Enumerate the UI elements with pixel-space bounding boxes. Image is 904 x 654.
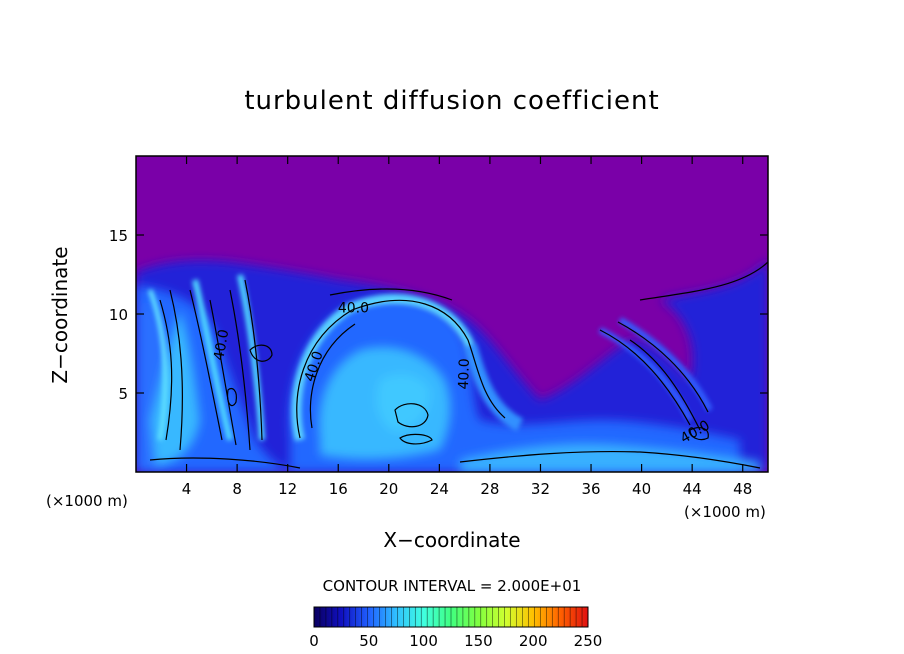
colorbar-tick-label: 250: [574, 632, 603, 650]
y-axis-label: Z−coordinate: [48, 246, 72, 384]
contour-label: 40.0: [338, 300, 369, 316]
field-layer: 40.040.040.040.040.0: [136, 156, 768, 472]
x-tick-label: 44: [683, 480, 702, 498]
x-tick-label: 4: [182, 480, 192, 498]
x-tick-label: 48: [733, 480, 752, 498]
colorbar: 0 50 100 150 200 250: [309, 606, 602, 650]
x-tick-label: 8: [232, 480, 242, 498]
x-tick-label: 40: [632, 480, 651, 498]
x-tick-label: 36: [581, 480, 600, 498]
colorbar-tick-label: 200: [519, 632, 548, 650]
x-tick-label: 24: [430, 480, 449, 498]
x-tick-label: 12: [278, 480, 297, 498]
colorbar-tick-label: 100: [409, 632, 438, 650]
x-tick-label: 32: [531, 480, 550, 498]
x-tick-label: 28: [480, 480, 499, 498]
y-tick-label: 5: [118, 385, 128, 403]
y-tick-label: 15: [109, 227, 128, 245]
x-axis-label: X−coordinate: [383, 528, 521, 552]
x-tick-label: 20: [379, 480, 398, 498]
chart-title: turbulent diffusion coefficient: [244, 86, 660, 116]
colorbar-tick-labels: 0 50 100 150 200 250: [309, 632, 602, 650]
colorbar-tick-label: 150: [464, 632, 493, 650]
contour-lines: [149, 261, 768, 469]
x-unit-right: (×1000 m): [684, 503, 766, 521]
colorbar-hatching: [319, 607, 583, 627]
x-unit-left: (×1000 m): [46, 492, 128, 510]
colorbar-tick-label: 50: [359, 632, 378, 650]
colorbar-tick-label: 0: [309, 632, 319, 650]
x-tick-label: 16: [329, 480, 348, 498]
contour-interval-label: CONTOUR INTERVAL = 2.000E+01: [322, 577, 582, 595]
contour-label: 40.0: [456, 358, 473, 390]
contour-label: 40.0: [211, 328, 232, 361]
y-tick-label: 10: [109, 306, 128, 324]
